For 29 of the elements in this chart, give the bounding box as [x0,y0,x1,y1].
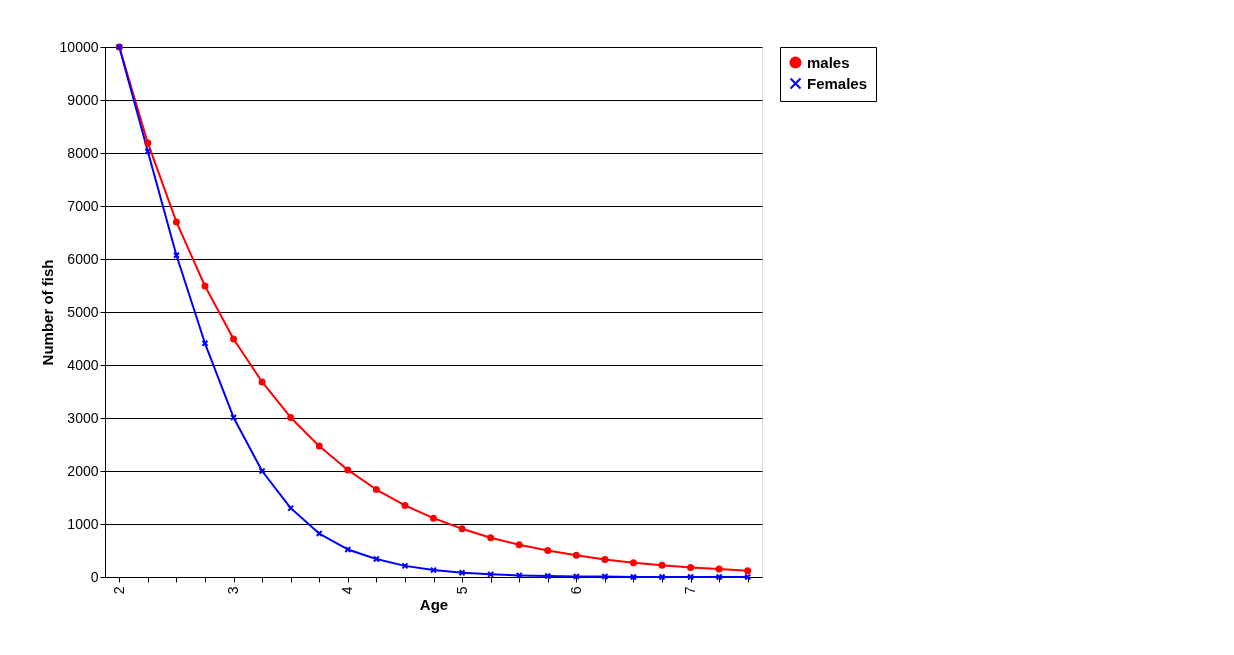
x-tick-label: 5 [453,586,470,595]
point [201,339,209,347]
x-tick-label: 4 [339,586,356,595]
y-tick-label: 3000 [67,409,99,426]
y-tick-label: 1000 [67,515,99,532]
x-tick-label: 6 [567,586,584,595]
point [258,467,266,475]
x-tick-label: 2 [110,586,127,595]
y-tick-label: 7000 [67,197,99,214]
y-tick-label: 6000 [67,250,99,267]
y-tick-label: 10000 [59,38,99,55]
y-tick-label: 5000 [67,303,99,320]
legend-label: males [807,53,850,71]
x-tick-label: 7 [682,586,699,595]
point [401,562,409,570]
point [658,573,666,581]
y-tick-label: 0 [90,568,99,585]
y-tick-label: 2000 [67,462,99,479]
legend-label: Females [807,74,868,92]
point [544,572,552,580]
y-tick-label: 4000 [67,356,99,373]
point [458,569,466,577]
y-tick-label: 9000 [67,91,99,108]
y-tick-label: 8000 [67,144,99,161]
x-tick-label: 3 [225,586,242,595]
x-axis-title: Age [419,596,449,614]
point [715,573,723,581]
point [372,555,380,563]
y-axis-title: Number of fish [38,259,56,366]
